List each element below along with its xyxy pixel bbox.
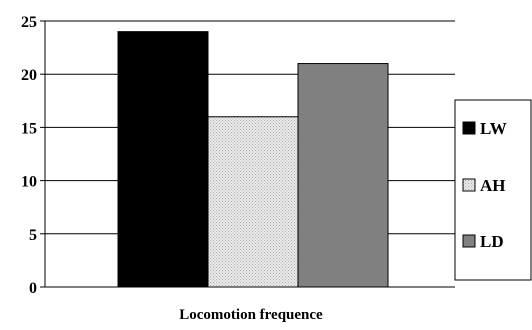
legend: LW AH LD [454, 99, 532, 281]
y-tick-label: 10 [21, 174, 37, 191]
y-tick-label: 15 [21, 120, 37, 137]
y-tick-label: 5 [29, 227, 37, 244]
plot-area: 0 5 10 15 20 25 [21, 14, 455, 297]
x-axis-title: Locomotion frequence [179, 307, 323, 323]
legend-label-lw: LW [480, 119, 507, 138]
legend-swatch-lw [462, 121, 476, 135]
legend-label-ld: LD [480, 232, 504, 251]
y-tick-label: 20 [21, 67, 37, 84]
legend-label-ah: AH [480, 176, 506, 195]
bar-lw [117, 31, 209, 288]
legend-swatch-ah [462, 178, 476, 192]
bar-ld [297, 63, 389, 288]
y-tick-label: 0 [29, 280, 37, 297]
bar-ah [207, 116, 299, 288]
legend-swatch-ld [462, 234, 476, 248]
y-tick-label: 25 [21, 14, 37, 31]
